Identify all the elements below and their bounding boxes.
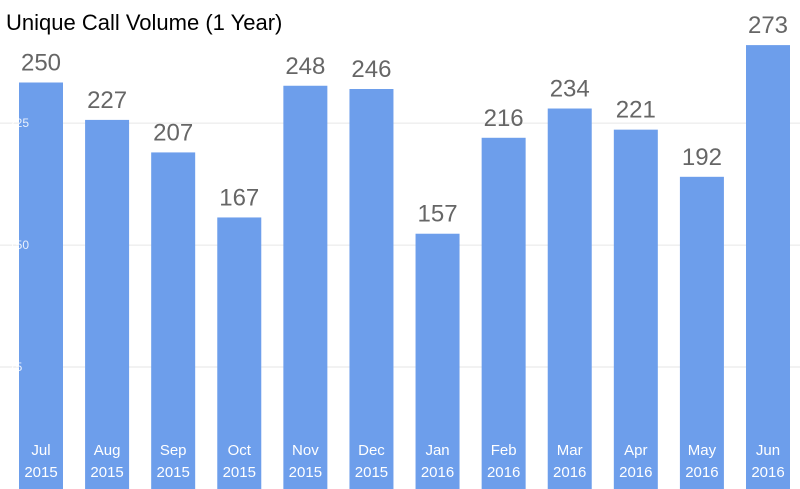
x-tick-label-month: Jan xyxy=(425,442,449,459)
x-tick-label-year: 2016 xyxy=(421,464,454,481)
x-tick-label-month: Feb xyxy=(491,442,517,459)
data-label: 248 xyxy=(285,53,325,80)
x-tick-label-year: 2015 xyxy=(223,464,256,481)
bar xyxy=(415,233,460,489)
x-tick-label-year: 2016 xyxy=(553,464,586,481)
bar xyxy=(217,217,262,489)
x-tick-label-year: 2015 xyxy=(24,464,57,481)
bar xyxy=(151,152,196,489)
x-tick-label-year: 2015 xyxy=(289,464,322,481)
x-tick-label-month: Nov xyxy=(292,442,319,459)
x-tick-label-year: 2016 xyxy=(487,464,520,481)
data-label: 167 xyxy=(219,184,259,211)
x-tick-label-month: Jul xyxy=(31,442,50,459)
bar xyxy=(613,129,658,489)
x-tick-label-year: 2015 xyxy=(90,464,123,481)
y-tick-label: 225 xyxy=(9,116,29,130)
x-tick-label-month: Dec xyxy=(358,442,385,459)
x-tick-label-month: Apr xyxy=(624,442,647,459)
bar xyxy=(283,85,328,489)
bar xyxy=(19,82,63,489)
x-tick-label-year: 2016 xyxy=(619,464,652,481)
bar xyxy=(547,108,592,489)
data-label: 227 xyxy=(87,87,127,114)
data-label: 234 xyxy=(550,76,590,103)
bar xyxy=(85,119,130,489)
data-label: 273 xyxy=(748,12,788,39)
x-tick-label-year: 2016 xyxy=(751,464,784,481)
x-tick-label-month: Mar xyxy=(557,442,583,459)
bar xyxy=(481,137,526,489)
x-tick-label-month: Sep xyxy=(160,442,187,459)
bars xyxy=(19,45,790,489)
labels: 250 Jul 2015 227 Aug 2015 207 Sep 2015 167 Oct 2015… xyxy=(9,12,788,481)
chart-title: Unique Call Volume (1 Year) xyxy=(6,10,283,35)
data-label: 207 xyxy=(153,119,193,146)
x-tick-label-month: Aug xyxy=(94,442,121,459)
y-tick-label: 150 xyxy=(9,238,29,252)
gridlines xyxy=(0,122,800,368)
bar xyxy=(349,89,394,489)
data-label: 216 xyxy=(484,105,524,132)
x-tick-label-year: 2015 xyxy=(156,464,189,481)
y-tick-label: 75 xyxy=(9,360,23,374)
data-label: 246 xyxy=(351,56,391,83)
x-tick-label-month: Oct xyxy=(228,442,252,459)
data-label: 157 xyxy=(418,201,458,228)
x-tick-label-year: 2016 xyxy=(685,464,718,481)
x-tick-label-month: Jun xyxy=(756,442,780,459)
x-tick-label-month: May xyxy=(688,442,717,459)
data-label: 250 xyxy=(21,50,61,77)
data-label: 192 xyxy=(682,144,722,171)
bar xyxy=(746,45,790,489)
bar xyxy=(679,176,724,489)
data-label: 221 xyxy=(616,97,656,124)
x-tick-label-year: 2015 xyxy=(355,464,388,481)
